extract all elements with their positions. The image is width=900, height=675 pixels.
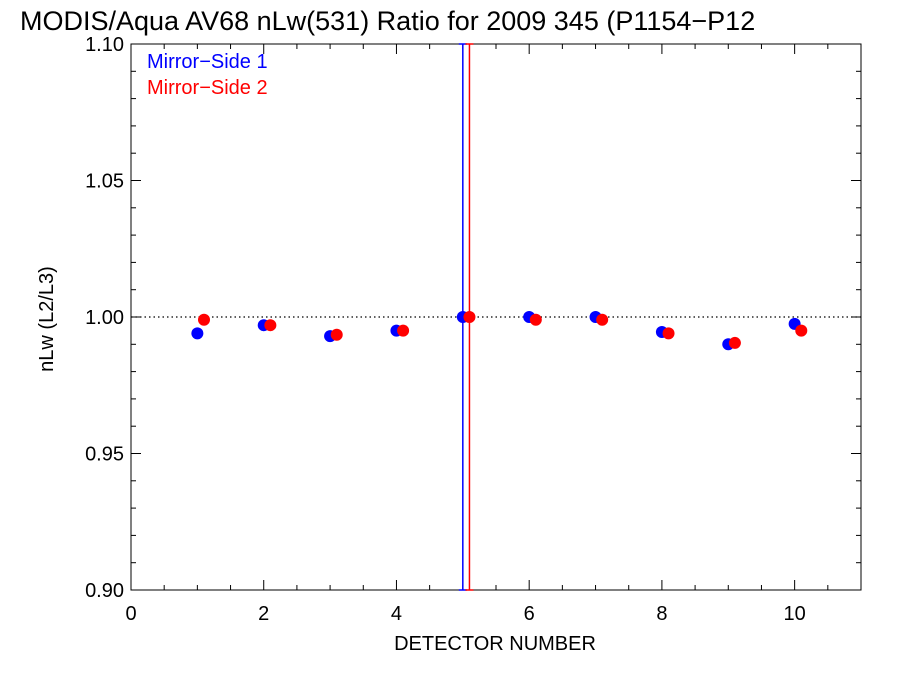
data-point xyxy=(198,313,210,326)
legend-entry: Mirror−Side 1 xyxy=(147,51,268,73)
data-point xyxy=(397,324,410,337)
x-tick-label: 2 xyxy=(258,603,269,625)
data-point xyxy=(191,327,204,340)
x-tick-label: 10 xyxy=(784,603,806,625)
data-point xyxy=(662,327,675,340)
y-tick-label: 1.10 xyxy=(85,34,124,56)
x-tick-label: 0 xyxy=(125,603,136,625)
y-tick-label: 1.00 xyxy=(85,307,124,329)
x-tick-label: 8 xyxy=(656,603,667,625)
data-point xyxy=(529,313,542,326)
y-tick-label: 0.90 xyxy=(85,580,124,602)
y-axis-label: nLw (L2/L3) xyxy=(36,266,58,372)
chart-title: MODIS/Aqua AV68 nLw(531) Ratio for 2009 … xyxy=(20,6,755,36)
data-point xyxy=(264,319,277,332)
data-point xyxy=(330,328,343,341)
y-tick-label: 1.05 xyxy=(85,171,124,193)
data-point xyxy=(463,311,476,323)
y-tick-label: 0.95 xyxy=(85,444,124,466)
data-point xyxy=(596,313,609,326)
plot-area: 0 2 4 6 8 10 0.90 0.95 1.00 1.05 1.10 Mirror−Side 1… xyxy=(85,34,862,625)
data-point xyxy=(728,336,741,349)
x-tick-label: 6 xyxy=(524,603,535,625)
x-axis-label: DETECTOR NUMBER xyxy=(394,633,596,655)
data-point xyxy=(795,324,808,337)
x-tick-label: 4 xyxy=(391,603,402,625)
legend-entry: Mirror−Side 2 xyxy=(147,77,268,99)
